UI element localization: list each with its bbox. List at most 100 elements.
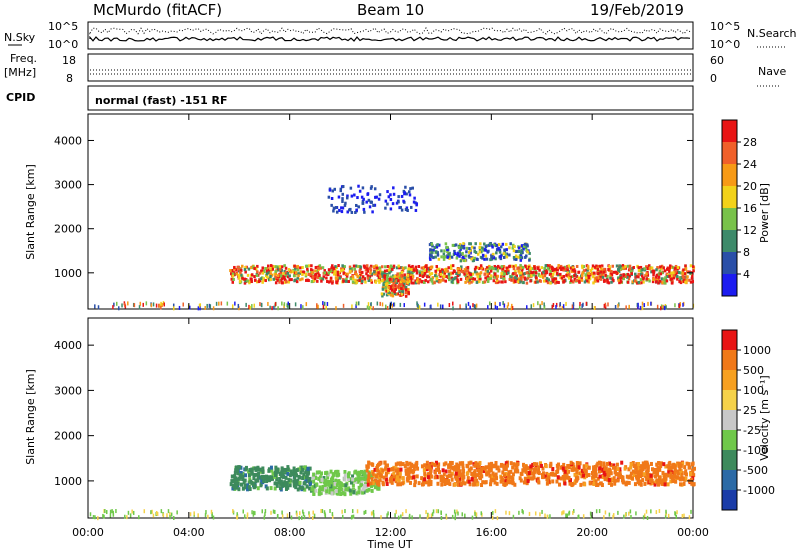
power-cell <box>373 270 376 274</box>
power-cell <box>476 275 480 279</box>
power-cell <box>465 272 469 276</box>
velocity-cell <box>232 479 236 484</box>
velocity-cell <box>104 509 106 514</box>
velocity-cell <box>490 461 494 466</box>
power-cell <box>401 266 405 270</box>
power-cell <box>627 277 631 281</box>
power-cell <box>313 277 317 281</box>
velocity-cell <box>237 487 241 492</box>
power-cell <box>442 257 446 261</box>
power-cell <box>522 244 526 248</box>
velocity-cell <box>423 477 427 482</box>
power-cell <box>457 251 460 255</box>
power-cell <box>398 286 401 290</box>
power-cell <box>338 276 342 280</box>
velocity-cell <box>594 467 598 472</box>
power-cell <box>459 253 463 257</box>
velocity-cell <box>602 465 606 470</box>
power-cell <box>668 266 671 270</box>
power-cell <box>427 275 431 279</box>
power-cell <box>293 264 296 268</box>
power-cell <box>557 265 560 269</box>
velocity-cell <box>456 509 458 514</box>
velocity-cell <box>312 472 316 477</box>
velocity-cell <box>152 513 155 518</box>
velocity-cell <box>247 473 251 478</box>
velocity-cell <box>475 478 479 483</box>
power-cell <box>478 280 481 284</box>
power-cell <box>425 269 428 273</box>
power-cell <box>604 304 607 309</box>
power-cell <box>481 280 485 284</box>
power-cell <box>347 280 351 284</box>
velocity-cell <box>193 511 195 516</box>
power-cell <box>368 205 372 209</box>
velocity-cell <box>468 482 472 487</box>
power-cell <box>520 244 524 248</box>
power-cell <box>430 279 434 283</box>
velocity-cell <box>688 515 691 520</box>
velocity-cell <box>288 473 292 478</box>
power-cell <box>508 274 512 278</box>
power-cell <box>456 278 459 282</box>
velocity-cell <box>253 466 257 471</box>
power-cell <box>97 305 100 310</box>
power-cell <box>440 268 444 272</box>
power-cell <box>439 272 443 276</box>
velocity-cell <box>284 475 288 480</box>
power-cell <box>505 255 509 259</box>
power-cell <box>591 264 595 268</box>
velocity-cell <box>355 477 359 482</box>
velocity-cell <box>367 487 371 492</box>
velocity-cell <box>584 463 588 468</box>
power-cell <box>655 275 658 279</box>
power-cell <box>431 250 434 254</box>
power-cell <box>518 271 521 275</box>
velocity-cell <box>484 480 488 485</box>
power-cell <box>288 274 291 278</box>
velocity-cell <box>581 471 585 476</box>
velocity-cell <box>632 463 636 468</box>
power-cell <box>351 304 353 309</box>
power-cell <box>361 275 365 279</box>
velocity-cell <box>676 461 680 466</box>
power-cell <box>312 277 315 281</box>
power-cell <box>639 305 642 310</box>
velocity-cell <box>453 467 457 472</box>
power-cell <box>530 304 533 309</box>
power-cell <box>386 282 389 286</box>
power-cell <box>633 279 637 283</box>
power-cell <box>467 301 470 306</box>
power-cell <box>360 277 364 281</box>
velocity-cell <box>334 488 338 493</box>
power-cell <box>358 279 361 283</box>
power-cell <box>495 243 499 247</box>
power-cell <box>421 271 424 275</box>
power-cell <box>389 269 393 273</box>
power-cell <box>642 276 645 280</box>
power-ylabel: Slant Range [km] <box>24 164 37 260</box>
power-cell <box>563 265 567 269</box>
power-cell <box>526 250 529 254</box>
power-cell <box>581 271 584 275</box>
power-cell <box>233 267 236 271</box>
velocity-cell <box>275 469 279 474</box>
power-cell <box>384 199 388 203</box>
power-cell <box>249 277 253 281</box>
power-cell <box>259 302 261 307</box>
power-cell <box>437 243 441 247</box>
power-cell <box>418 305 421 310</box>
power-cell <box>297 274 300 278</box>
velocity-cell <box>600 467 604 472</box>
power-cell <box>569 280 572 284</box>
velocity-cell <box>357 475 361 480</box>
velocity-cell <box>558 482 562 487</box>
power-cell <box>478 275 482 279</box>
velocity-cell <box>663 482 667 487</box>
power-cell <box>436 253 440 257</box>
power-cell <box>262 277 266 281</box>
freq-label: Freq. <box>10 52 37 65</box>
velocity-cell <box>627 480 631 485</box>
power-cell <box>661 281 664 285</box>
velocity-cell <box>169 512 171 517</box>
